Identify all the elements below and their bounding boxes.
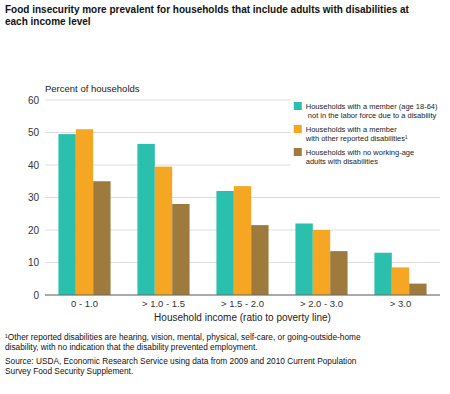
bar (409, 284, 426, 295)
bar (330, 251, 347, 295)
title: Food insecurity more prevalent for house… (5, 4, 410, 27)
text-line: Food insecurity more prevalent for house… (5, 4, 410, 15)
bars (58, 129, 426, 295)
bar (313, 230, 330, 295)
text-line: Survey Food Security Supplement. (5, 366, 133, 376)
x-tick-label: 0 - 1.0 (71, 298, 98, 309)
y-tick-label: 60 (28, 95, 40, 106)
x-axis-line (45, 295, 440, 296)
text-line: Source: USDA, Economic Research Service … (5, 356, 357, 366)
bar (374, 253, 391, 295)
bar (251, 225, 268, 295)
bar (93, 181, 110, 295)
x-tick-label: > 1.0 - 1.5 (142, 298, 185, 309)
legend-label: Households with a member (age 18-64) not… (306, 102, 438, 120)
bar (155, 167, 172, 295)
text-line: Households with no working-age (306, 148, 414, 157)
legend-swatch (294, 125, 302, 133)
bar (172, 204, 189, 295)
text-line: each income level (5, 16, 91, 27)
grid (45, 100, 440, 295)
y-tick-label: 20 (28, 225, 40, 236)
text-line: ¹Other reported disabilities are hearing… (5, 332, 361, 342)
text-line: disability, with no indication that the … (5, 342, 258, 352)
chart: Food insecurity more prevalent for house… (0, 0, 450, 394)
legend-background (291, 99, 441, 169)
bar (392, 267, 409, 295)
x-axis-label: Household income (ratio to poverty line) (154, 312, 331, 323)
legend-swatch (294, 102, 302, 110)
text-line: Households with a member (age 18-64) (306, 102, 438, 111)
bar (137, 144, 154, 295)
y-axis-label: Percent of households (45, 83, 140, 94)
legend-label: Households with no working-ageadults wit… (306, 148, 414, 166)
grid-line (45, 295, 440, 296)
legend: Households with a member (age 18-64) not… (291, 99, 441, 169)
footnote: Source: USDA, Economic Research Service … (5, 356, 357, 376)
y-tick-label: 50 (28, 127, 40, 138)
y-tick-label: 30 (28, 192, 40, 203)
footnote: ¹Other reported disabilities are hearing… (5, 332, 361, 352)
x-tick-label: > 1.5 - 2.0 (221, 298, 264, 309)
text-line: not in the labor force due to a disabili… (306, 111, 437, 120)
text-line: Households with a member (306, 125, 397, 134)
bar (216, 191, 233, 295)
y-tick-label: 0 (33, 290, 39, 301)
x-tick-label: > 2.0 - 3.0 (300, 298, 343, 309)
legend-swatch (294, 148, 302, 156)
bar (234, 186, 251, 295)
bar (295, 224, 312, 296)
y-tick-label: 40 (28, 160, 40, 171)
bar (76, 129, 93, 295)
text-line: adults with disabilities (306, 157, 378, 166)
y-tick-label: 10 (28, 257, 40, 268)
legend-label: Households with a memberwith other repor… (305, 125, 408, 143)
x-tick-label: > 3.0 (390, 298, 411, 309)
text-line: with other reported disabilities¹ (305, 134, 408, 143)
bar (58, 134, 75, 295)
